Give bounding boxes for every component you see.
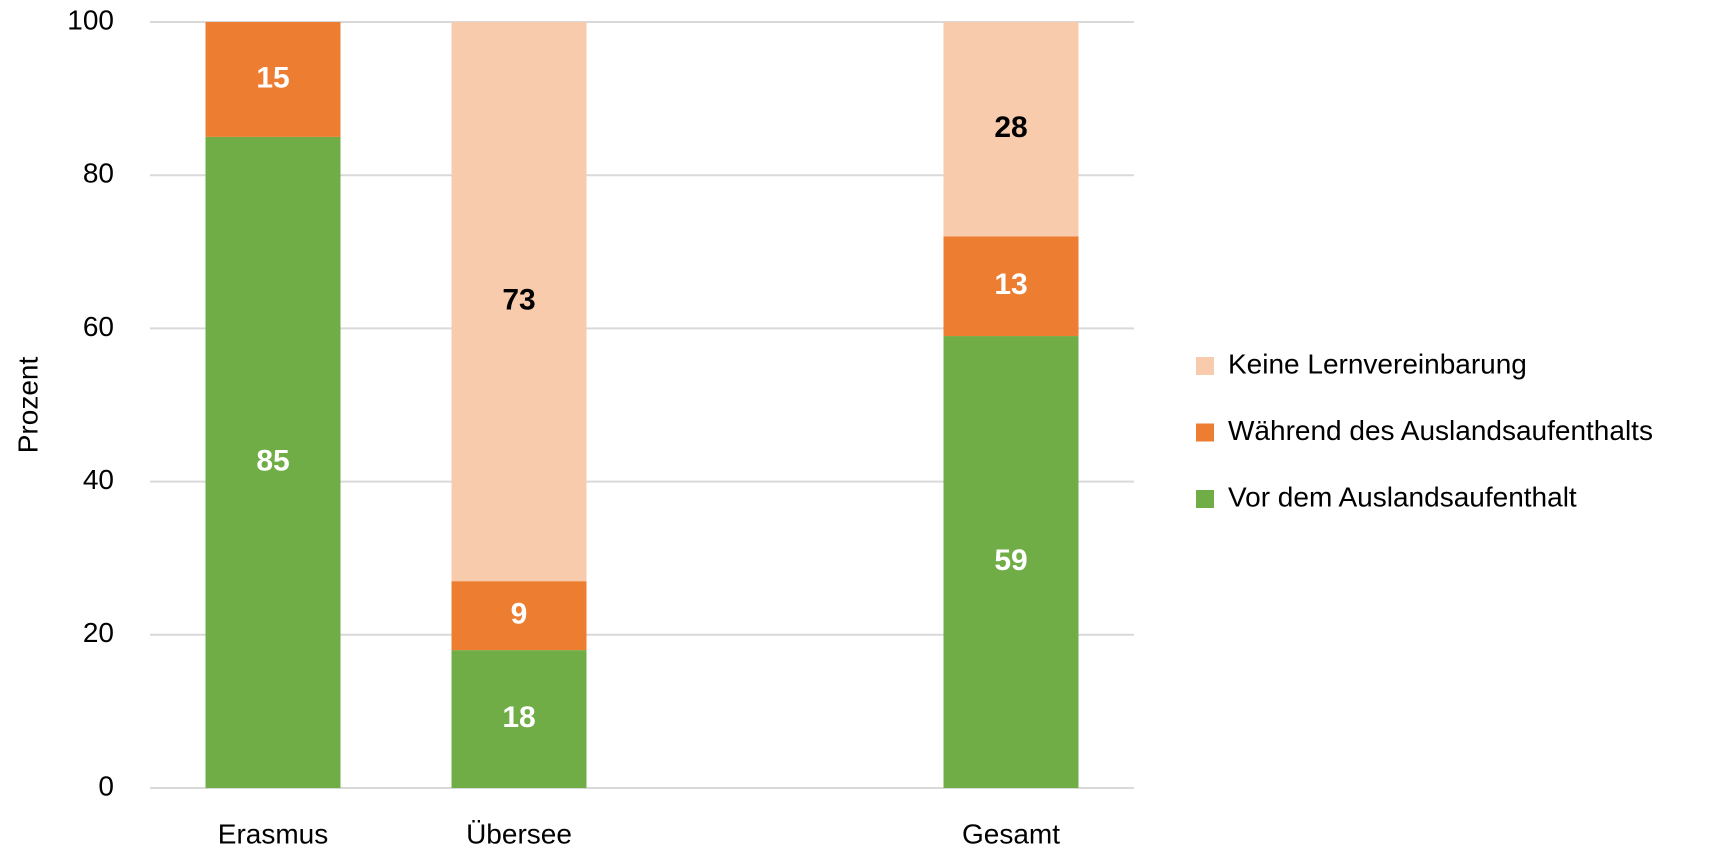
data-label: 85 <box>256 444 289 477</box>
legend-swatch <box>1196 423 1214 442</box>
y-tick-label: 40 <box>83 464 114 495</box>
bar-segment <box>943 236 1079 337</box>
data-label: 18 <box>502 701 535 734</box>
data-label: 13 <box>994 268 1027 301</box>
bar-segment <box>451 22 587 582</box>
data-label: 73 <box>502 284 535 317</box>
data-label: 28 <box>994 111 1027 144</box>
y-axis-title: Prozent <box>12 357 43 454</box>
legend-label: Keine Lernvereinbarung <box>1228 348 1527 379</box>
y-tick-label: 60 <box>83 311 114 342</box>
legend-swatch <box>1196 357 1214 375</box>
legend-label: Vor dem Auslandsaufenthalt <box>1228 481 1577 512</box>
legend-swatch <box>1196 490 1214 508</box>
bar-segment <box>451 650 587 788</box>
x-tick-label: Gesamt <box>962 818 1060 849</box>
x-tick-label: Übersee <box>466 818 572 849</box>
bar-segment <box>451 581 587 651</box>
legend-label: Während des Auslandsaufenthalts <box>1228 415 1653 446</box>
y-tick-label: 100 <box>67 4 114 35</box>
bar-segment <box>205 136 341 788</box>
data-label: 59 <box>994 544 1027 577</box>
data-label: 9 <box>511 598 528 631</box>
data-label: 15 <box>256 61 289 94</box>
bar-segment <box>943 22 1079 237</box>
bar-segment <box>205 22 341 137</box>
y-tick-label: 20 <box>83 617 114 648</box>
x-tick-label: Erasmus <box>218 818 328 849</box>
y-tick-label: 80 <box>83 158 114 189</box>
y-tick-label: 0 <box>98 770 114 801</box>
bar-segment <box>943 336 1079 788</box>
